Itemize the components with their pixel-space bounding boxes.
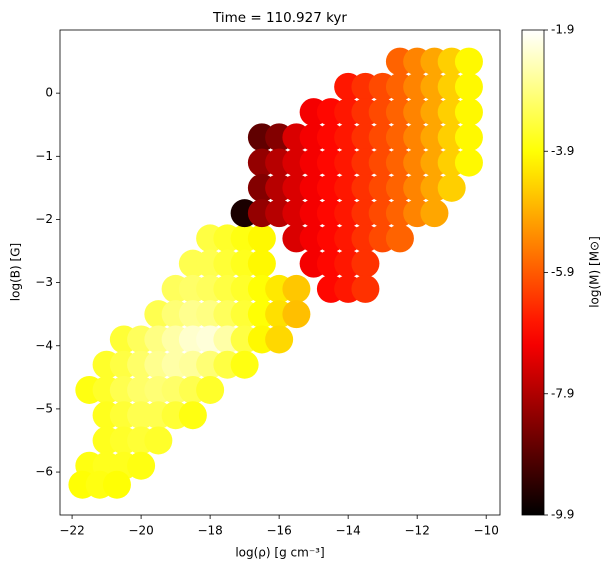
colorbar-tick-label: -1.9	[551, 23, 574, 37]
scatter-point	[351, 274, 380, 303]
y-tick-label: −3	[35, 275, 53, 289]
x-tick-label: −16	[266, 524, 291, 538]
chart-title: Time = 110.927 kyr	[212, 10, 347, 26]
x-tick-label: −22	[59, 524, 84, 538]
x-tick-label: −12	[405, 524, 430, 538]
scatter-point	[127, 451, 156, 480]
colorbar	[521, 29, 545, 516]
scatter-point	[351, 249, 380, 278]
scatter-point	[282, 274, 311, 303]
x-tick-label: −14	[335, 524, 360, 538]
y-tick-label: −6	[35, 465, 53, 479]
scatter-point	[196, 375, 225, 404]
scatter-point	[144, 426, 173, 455]
scatter-point	[454, 148, 483, 177]
scatter-point	[420, 199, 449, 228]
y-tick-label: −2	[35, 212, 53, 226]
x-tick-label: −20	[128, 524, 153, 538]
scatter-point	[230, 350, 259, 379]
colorbar-tick-label: -9.9	[551, 508, 574, 522]
scatter-point	[454, 72, 483, 101]
scatter-points	[68, 47, 483, 499]
scatter-point	[265, 325, 294, 354]
x-tick-label: −10	[474, 524, 499, 538]
scatter-point	[178, 401, 207, 430]
colorbar-label: log(M) [M⊙]	[588, 236, 602, 308]
y-axis-label: log(B) [G]	[9, 243, 23, 301]
colorbar-tick-label: -3.9	[551, 144, 574, 158]
scatter-point	[247, 249, 276, 278]
y-tick-label: −5	[35, 401, 53, 415]
plot-frame	[59, 29, 501, 516]
colorbar-tick-label: -5.9	[551, 265, 574, 279]
y-tick-label: −1	[35, 149, 53, 163]
scatter-point	[454, 47, 483, 76]
scatter-point	[385, 224, 414, 253]
scatter-point	[454, 98, 483, 127]
scatter-point	[437, 173, 466, 202]
x-axis-label: log(ρ) [g cm⁻³]	[235, 546, 324, 560]
scatter-point	[454, 123, 483, 152]
y-tick-label: 0	[45, 86, 53, 100]
scatter-point	[247, 224, 276, 253]
x-tick-label: −18	[197, 524, 222, 538]
scatter-point	[102, 470, 131, 499]
y-tick-label: −4	[35, 338, 53, 352]
colorbar-tick-label: -7.9	[551, 386, 574, 400]
scatter-point	[282, 300, 311, 329]
